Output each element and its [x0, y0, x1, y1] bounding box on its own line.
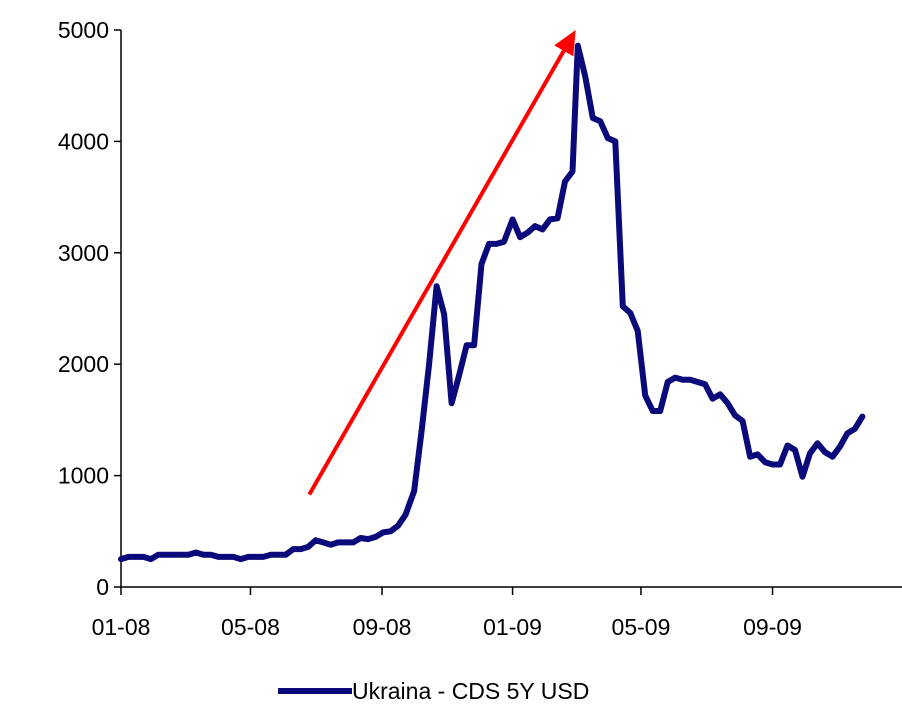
x-tick-label: 09-09 — [743, 614, 802, 640]
x-axis-ticks: 01-08 05-08 09-08 01-09 05-09 09-09 — [92, 587, 802, 640]
y-tick-label: 4000 — [58, 128, 109, 154]
y-tick-label: 2000 — [58, 351, 109, 377]
y-tick-label: 1000 — [58, 463, 109, 489]
trend-arrow-shaft — [307, 49, 566, 496]
y-tick-label: 0 — [96, 574, 109, 600]
x-tick-label: 09-08 — [353, 614, 412, 640]
series-layer — [118, 42, 866, 563]
x-tick-label: 05-08 — [221, 614, 280, 640]
x-tick-label: 01-09 — [483, 614, 542, 640]
x-tick-label: 05-09 — [612, 614, 671, 640]
legend: Ukraina - CDS 5Y USD — [278, 678, 589, 704]
trend-arrow-head — [554, 30, 576, 57]
y-tick-label: 3000 — [58, 240, 109, 266]
x-tick-label: 01-08 — [92, 614, 151, 640]
y-tick-label: 5000 — [58, 17, 109, 43]
y-axis-ticks: 0 1000 2000 3000 4000 5000 — [58, 17, 121, 600]
series-line — [118, 42, 866, 563]
legend-label: Ukraina - CDS 5Y USD — [352, 678, 589, 704]
annotation-layer — [307, 30, 576, 496]
